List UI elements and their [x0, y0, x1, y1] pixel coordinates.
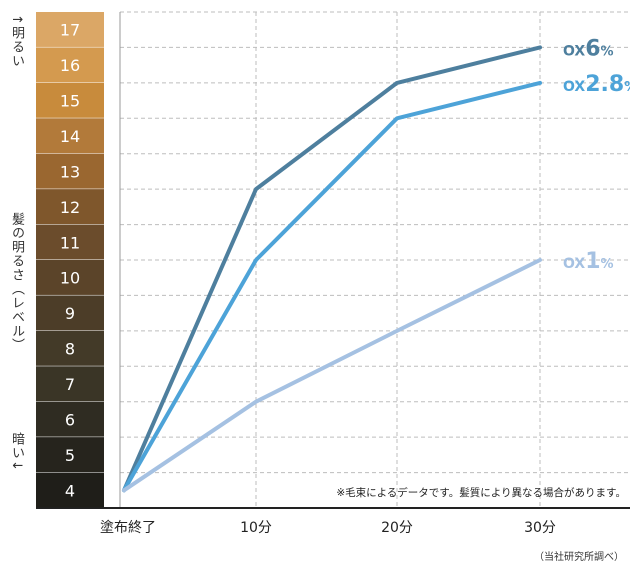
swatch-level-label: 10 — [60, 269, 80, 288]
swatch-level-label: 12 — [60, 198, 80, 217]
hair-swatch-level-17 — [36, 12, 104, 47]
swatch-level-label: 13 — [60, 162, 80, 181]
chart-source: （当社研究所調べ） — [534, 550, 624, 563]
x-tick-label: 10分 — [240, 520, 272, 536]
hair-swatch-level-16 — [36, 47, 104, 83]
series-label-2: OX1% — [563, 249, 614, 274]
series-label-1: OX2.8% — [563, 72, 630, 97]
series-line-2 — [122, 258, 542, 493]
hair-swatch-level-15 — [36, 82, 104, 118]
swatch-level-label: 17 — [60, 21, 80, 40]
hair-swatch-level-10 — [36, 260, 104, 295]
hair-swatch-level-4 — [36, 472, 104, 508]
y-axis-label-group: ↑明るい 髪の明るさ（レベル） 暗い↓ — [0, 0, 30, 520]
swatch-level-label: 5 — [65, 446, 75, 465]
hair-swatch-level-9 — [36, 295, 104, 331]
series-line-1 — [122, 80, 542, 493]
swatch-level-label: 11 — [60, 233, 80, 252]
x-tick-label: 塗布終了 — [100, 519, 156, 536]
hair-swatch-level-8 — [36, 330, 104, 366]
swatch-level-label: 8 — [65, 340, 75, 359]
x-tick-label: 30分 — [524, 520, 556, 536]
chart-note: ※毛束によるデータです。髪質により異なる場合があります。 — [336, 486, 626, 499]
y-axis-bottom-label: 暗い↓ — [9, 432, 24, 472]
hair-swatch-level-6 — [36, 401, 104, 437]
swatch-level-label: 7 — [65, 375, 75, 394]
swatch-level-label: 6 — [65, 410, 75, 429]
y-axis-label: 髪の明るさ（レベル） — [9, 212, 24, 352]
hair-swatch-level-11 — [36, 224, 104, 260]
hair-swatch-level-12 — [36, 189, 104, 225]
swatch-level-label: 16 — [60, 56, 80, 75]
swatch-level-label: 4 — [65, 481, 75, 500]
hair-swatch-level-5 — [36, 437, 104, 473]
series-label-0: OX6% — [563, 36, 614, 61]
swatch-level-label: 14 — [60, 127, 80, 146]
hair-swatch-level-7 — [36, 366, 104, 402]
x-tick-label: 20分 — [381, 520, 413, 536]
hair-swatch-level-13 — [36, 153, 104, 189]
swatch-level-label: 9 — [65, 304, 75, 323]
hair-swatch-level-14 — [36, 118, 104, 154]
y-axis-top-label: ↑明るい — [9, 14, 24, 68]
swatch-level-label: 15 — [60, 92, 80, 111]
series-line-0 — [122, 45, 542, 493]
